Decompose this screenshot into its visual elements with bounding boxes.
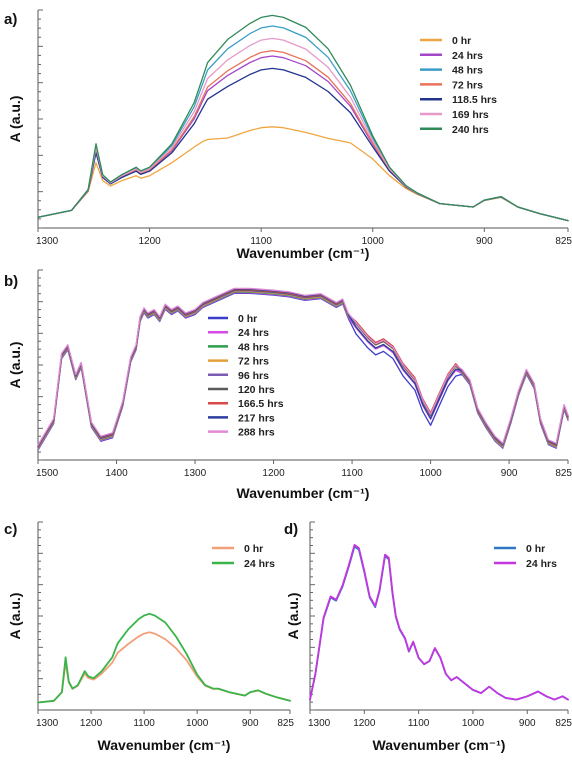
x-tick-label: 1000 (186, 718, 209, 729)
panel-label: d) (284, 521, 298, 538)
legend: 0 hr 24 hrs 48 hrs 72 hrs 96 hrs 120 hrs 166.5… (208, 313, 284, 439)
x-tick-label: 1400 (105, 468, 128, 479)
legend-label: 169 hrs (452, 109, 489, 121)
x-tick-label: 825 (555, 236, 572, 247)
series-line (37, 67, 569, 222)
series-line (37, 287, 569, 446)
panel-b: b) 1500 1400 1300 1200 1100 1000 900 825 A (a.u.)… (4, 269, 572, 501)
legend-label: 48 hrs (238, 341, 269, 353)
x-tick-label: 1200 (262, 468, 285, 479)
legend-label: 24 hrs (452, 50, 483, 62)
x-tick-label: 1100 (133, 718, 155, 729)
legend: 0 hr 24 hrs 48 hrs 72 hrs 118.5 hrs 169 hrs 24… (420, 35, 497, 136)
x-tick-label: 1500 (36, 468, 59, 479)
legend-label: 48 hrs (452, 65, 483, 77)
x-tick-label: 1000 (362, 236, 385, 247)
panel-label: c) (4, 521, 17, 538)
legend-label: 166.5 hrs (238, 398, 284, 410)
legend-label: 24 hrs (526, 558, 557, 570)
x-tick-label: 1100 (408, 718, 430, 729)
legend-label: 72 hrs (238, 356, 269, 368)
legend-label: 0 hr (238, 313, 257, 325)
x-tick-label: 825 (555, 718, 572, 729)
series-line (37, 126, 569, 222)
x-tick-label: 1200 (138, 236, 161, 247)
panel-a: a) 1300 1200 1100 1000 900 825 A (a.u.) Wavenumb… (4, 9, 572, 261)
x-axis-label: Wavenumber (cm⁻¹) (237, 485, 370, 501)
legend-label: 0 hr (244, 543, 263, 555)
series-line (37, 291, 569, 450)
legend-label: 24 hrs (244, 558, 275, 570)
x-tick-label: 900 (242, 718, 259, 729)
legend-label: 72 hrs (452, 79, 483, 91)
legend: 0 hr 24 hrs (494, 543, 557, 570)
x-tick-label: 1000 (462, 718, 485, 729)
x-axis-label: Wavenumber (cm⁻¹) (98, 737, 231, 753)
panel-label: a) (4, 11, 17, 28)
series-line (309, 544, 569, 701)
x-tick-label: 1000 (419, 468, 442, 479)
legend-label: 24 hrs (238, 327, 269, 339)
x-tick-label: 1300 (36, 718, 59, 729)
y-axis-label: A (a.u.) (285, 593, 301, 640)
x-tick-label: 825 (555, 468, 572, 479)
legend-label: 217 hrs (238, 412, 275, 424)
x-tick-label: 1300 (308, 718, 331, 729)
legend-label: 288 hrs (238, 427, 275, 439)
x-tick-label: 1300 (36, 236, 59, 247)
x-tick-label: 900 (519, 718, 536, 729)
x-axis-label: Wavenumber (cm⁻¹) (237, 245, 370, 261)
panel-c: c) 1300 1200 1100 1000 900 825 A (a.u.) Wavenumb… (4, 521, 294, 753)
x-tick-label: 1200 (80, 718, 103, 729)
legend-label: 118.5 hrs (452, 94, 497, 106)
legend-label: 0 hr (526, 543, 545, 555)
x-tick-label: 900 (476, 236, 493, 247)
legend-label: 120 hrs (238, 384, 275, 396)
x-tick-label: 1100 (250, 236, 272, 247)
series-line (37, 612, 291, 704)
legend-label: 240 hrs (452, 124, 489, 136)
legend-label: 96 hrs (238, 370, 269, 382)
y-axis-label: A (a.u.) (7, 96, 23, 143)
y-axis-label: A (a.u.) (7, 593, 23, 640)
legend: 0 hr 24 hrs (212, 543, 275, 570)
x-tick-label: 1300 (184, 468, 207, 479)
x-tick-label: 1100 (341, 468, 363, 479)
panel-d: d) 1300 1200 1100 1000 900 825 A (a.u.) Wavenumb… (284, 521, 572, 753)
x-tick-label: 900 (501, 468, 518, 479)
y-axis-label: A (a.u.) (7, 342, 23, 389)
panel-label: b) (4, 273, 18, 290)
legend-label: 0 hr (452, 35, 471, 47)
series-line (37, 14, 569, 222)
x-axis-label: Wavenumber (cm⁻¹) (373, 737, 506, 753)
series-line (37, 290, 569, 449)
series-line (37, 55, 569, 222)
x-tick-label: 1200 (353, 718, 376, 729)
x-tick-label: 825 (277, 718, 294, 729)
